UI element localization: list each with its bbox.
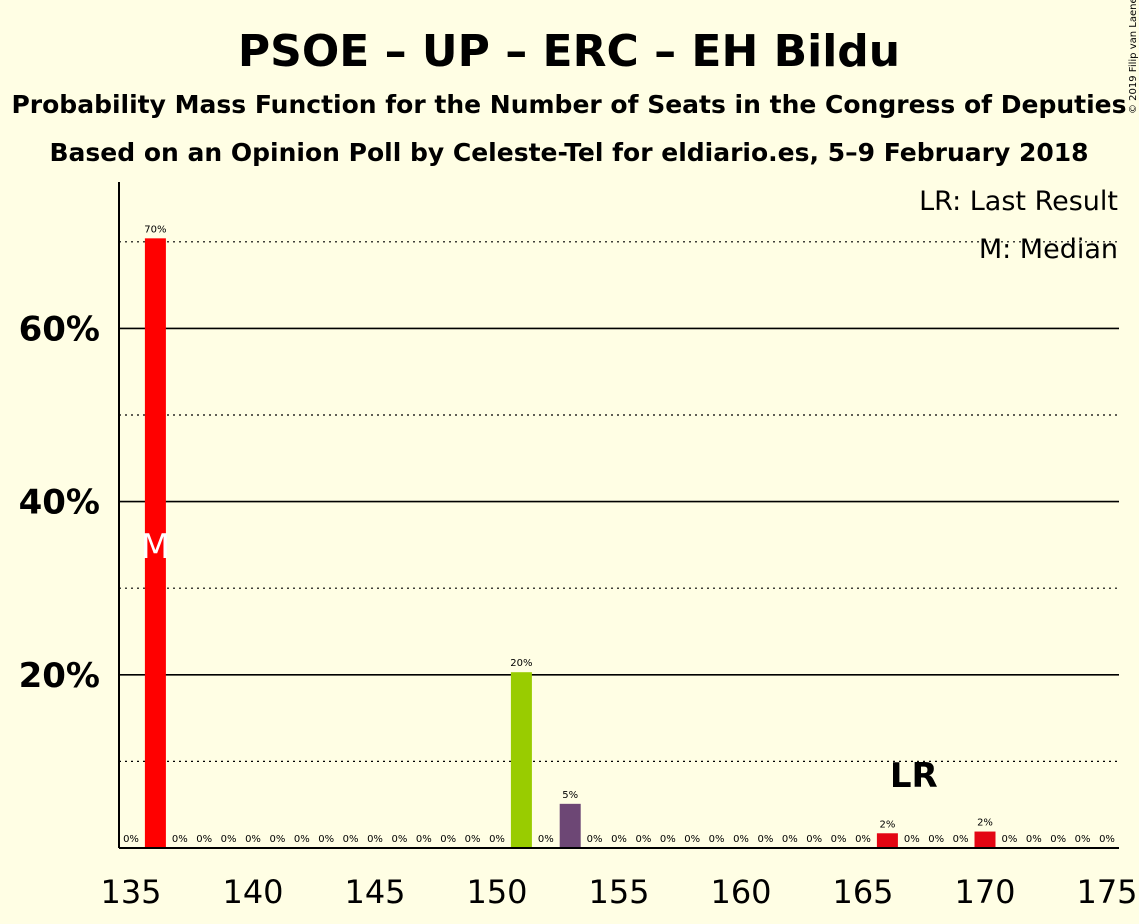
bar-136 [144, 238, 166, 848]
value-label-149: 0% [465, 834, 481, 845]
value-label-172: 0% [1026, 834, 1042, 845]
value-label-157: 0% [660, 834, 676, 845]
median-marker: M [141, 527, 170, 567]
x-tick-155: 155 [588, 873, 649, 911]
legend-median: M: Median [979, 234, 1118, 265]
value-label-147: 0% [416, 834, 432, 845]
value-label-166: 2% [879, 819, 895, 830]
value-label-169: 0% [953, 834, 969, 845]
value-label-174: 0% [1075, 834, 1091, 845]
value-label-155: 0% [611, 834, 627, 845]
value-label-171: 0% [1001, 834, 1017, 845]
value-label-139: 0% [221, 834, 237, 845]
copyright-credit: © 2019 Filip van Laenen [1128, 0, 1139, 114]
bar-166 [876, 833, 898, 848]
value-label-141: 0% [269, 834, 285, 845]
x-tick-160: 160 [710, 873, 771, 911]
x-axis-ticks: 135 140 145 150 155 160 165 170 175 [100, 873, 1137, 911]
bar-151 [510, 672, 532, 848]
value-label-161: 0% [757, 834, 773, 845]
value-labels: 0% 70% 0% 0% 0% 0% 0% 0% 0% 0% 0% 0% 0% 0% 0% 0% 20% 0% 5%… [123, 224, 1115, 845]
value-label-159: 0% [709, 834, 725, 845]
value-label-145: 0% [367, 834, 383, 845]
value-label-146: 0% [391, 834, 407, 845]
y-tick-20: 20% [19, 656, 100, 696]
value-label-163: 0% [806, 834, 822, 845]
y-tick-40: 40% [19, 483, 100, 523]
value-label-151: 20% [510, 658, 532, 669]
x-tick-145: 145 [344, 873, 405, 911]
value-label-140: 0% [245, 834, 261, 845]
legend-last-result: LR: Last Result [919, 186, 1118, 217]
value-label-160: 0% [733, 834, 749, 845]
bars [144, 238, 996, 848]
value-label-165: 0% [855, 834, 871, 845]
value-label-150: 0% [489, 834, 505, 845]
x-tick-175: 175 [1076, 873, 1137, 911]
y-axis-ticks: 20% 40% 60% [19, 309, 100, 695]
value-label-173: 0% [1050, 834, 1066, 845]
value-label-158: 0% [684, 834, 700, 845]
value-label-164: 0% [831, 834, 847, 845]
value-label-137: 0% [172, 834, 188, 845]
value-label-154: 0% [587, 834, 603, 845]
value-label-168: 0% [928, 834, 944, 845]
markers: M LR [141, 527, 938, 796]
value-label-135: 0% [123, 834, 139, 845]
last-result-marker: LR [890, 756, 938, 796]
chart-title: PSOE – UP – ERC – EH Bildu [238, 26, 900, 77]
chart-source: Based on an Opinion Poll by Celeste-Tel … [49, 138, 1088, 167]
x-tick-170: 170 [954, 873, 1015, 911]
value-label-136: 70% [144, 224, 166, 235]
value-label-152: 0% [538, 834, 554, 845]
value-label-144: 0% [343, 834, 359, 845]
value-label-167: 0% [904, 834, 920, 845]
value-label-148: 0% [440, 834, 456, 845]
bar-170 [974, 831, 996, 848]
x-tick-140: 140 [222, 873, 283, 911]
bar-153 [559, 803, 581, 848]
grid-lines [119, 241, 1119, 763]
value-label-156: 0% [635, 834, 651, 845]
value-label-142: 0% [294, 834, 310, 845]
x-tick-165: 165 [832, 873, 893, 911]
value-label-143: 0% [318, 834, 334, 845]
value-label-175: 0% [1099, 834, 1115, 845]
value-label-153: 5% [562, 790, 578, 801]
value-label-162: 0% [782, 834, 798, 845]
chart-subtitle: Probability Mass Function for the Number… [11, 90, 1126, 119]
value-label-170: 2% [977, 818, 993, 829]
x-tick-135: 135 [100, 873, 161, 911]
y-tick-60: 60% [19, 309, 100, 349]
value-label-138: 0% [196, 834, 212, 845]
x-tick-150: 150 [466, 873, 527, 911]
